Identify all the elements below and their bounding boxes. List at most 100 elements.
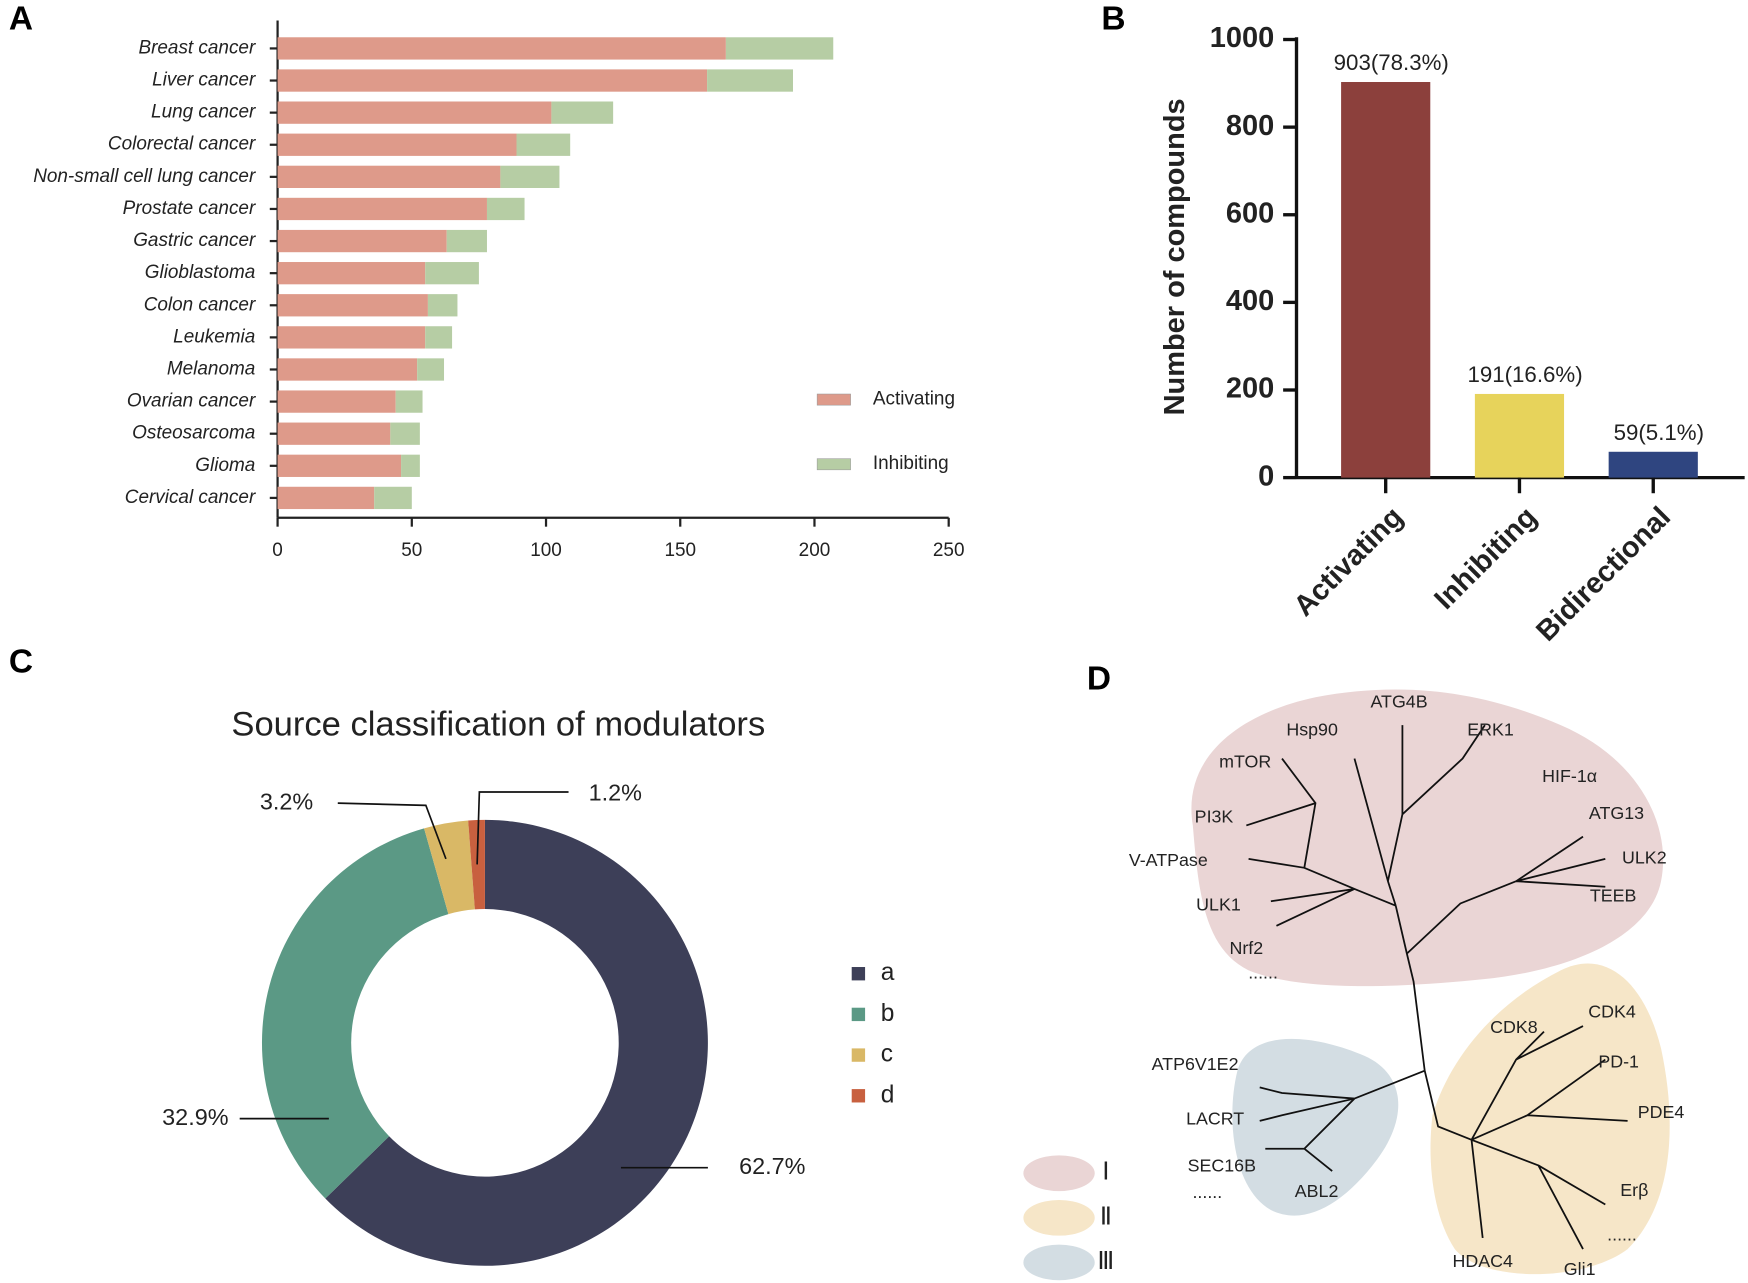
node-label: Hsp90	[1286, 719, 1338, 739]
donut-segment	[325, 819, 708, 1266]
cluster-area	[1430, 963, 1670, 1275]
legend-swatch	[1023, 1155, 1095, 1192]
y-tick-label: Colorectal cancer	[108, 134, 256, 155]
bar-segment	[486, 197, 525, 221]
bar-segment	[417, 358, 445, 381]
legend-label: Ⅱ	[1100, 1203, 1112, 1230]
bar-segment	[277, 165, 501, 189]
node-label: CDK8	[1490, 1017, 1538, 1037]
bar-segment	[277, 390, 396, 413]
leader-line	[337, 802, 447, 860]
value-label: 59(5.1%)	[1614, 420, 1704, 445]
bar-segment	[277, 358, 418, 381]
bar-segment	[725, 37, 834, 60]
panel-label: C	[9, 644, 33, 681]
y-tick-label: 0	[1258, 460, 1274, 492]
y-tick-label: Melanoma	[167, 358, 255, 379]
node-label: ABL2	[1295, 1181, 1339, 1201]
bar	[1608, 451, 1698, 478]
node-label: ......	[1192, 1182, 1222, 1202]
y-tick-label: Gastric cancer	[133, 230, 256, 251]
node-label: CDK4	[1588, 1001, 1636, 1021]
y-tick-label: 200	[1226, 373, 1274, 405]
node-label: ATP6V1E2	[1152, 1054, 1239, 1074]
legend-label: Ⅰ	[1102, 1159, 1109, 1186]
bar-segment	[277, 326, 426, 349]
bar-segment	[277, 133, 517, 156]
node-label: ULK1	[1196, 894, 1241, 914]
node-label: V-ATPase	[1129, 850, 1208, 870]
y-tick-label: 400	[1226, 285, 1274, 317]
value-label: 32.9%	[162, 1104, 228, 1130]
x-tick-label: 200	[799, 540, 831, 561]
y-tick-label: 800	[1226, 110, 1274, 142]
node-label: Nrf2	[1229, 938, 1263, 958]
y-tick-label: Liver cancer	[152, 70, 256, 91]
bar-segment	[401, 454, 420, 477]
x-tick-label: 150	[664, 540, 696, 561]
node-label: ERK1	[1467, 719, 1514, 739]
value-label: 903(78.3%)	[1334, 50, 1449, 75]
bar-segment	[374, 486, 412, 510]
bar-segment	[277, 101, 552, 124]
bar-segment	[277, 69, 708, 92]
panel-label: D	[1087, 660, 1111, 697]
y-tick-label: Leukemia	[173, 326, 255, 347]
cluster-area	[1191, 689, 1664, 987]
x-tick-label: 100	[530, 540, 562, 561]
y-tick-label: Ovarian cancer	[127, 391, 256, 412]
node-label: ATG4B	[1370, 692, 1427, 712]
donut-segment	[261, 828, 449, 1199]
bar-segment	[277, 229, 447, 253]
leader-line	[476, 791, 569, 865]
legend-label: Ⅲ	[1097, 1248, 1114, 1275]
y-tick-label: Breast cancer	[138, 37, 256, 58]
donut-segment	[468, 819, 485, 910]
x-tick-label: 0	[272, 540, 283, 561]
x-tick-label: 50	[401, 540, 422, 561]
node-label: PD-1	[1598, 1052, 1639, 1072]
bar-segment	[277, 454, 402, 477]
bar-segment	[516, 133, 571, 156]
x-tick-label: Bidirectional	[1530, 501, 1677, 648]
legend-label: a	[881, 959, 895, 986]
legend-swatch	[851, 967, 866, 981]
bar-segment	[277, 422, 391, 445]
bar-segment	[395, 390, 423, 413]
node-label: ......	[1248, 962, 1278, 982]
legend-label: d	[881, 1081, 895, 1108]
y-tick-label: Prostate cancer	[123, 198, 256, 219]
y-tick-label: Glioma	[195, 455, 255, 476]
y-tick-label: 1000	[1210, 22, 1274, 54]
node-label: ATG13	[1589, 803, 1644, 823]
legend-label: Inhibiting	[873, 453, 949, 474]
node-label: Erβ	[1620, 1180, 1648, 1200]
legend-swatch	[1023, 1200, 1095, 1236]
legend-swatch	[851, 1048, 866, 1062]
bar-segment	[277, 262, 426, 285]
legend-swatch	[851, 1007, 866, 1022]
bar-segment	[427, 294, 458, 317]
bar-segment	[277, 486, 375, 510]
legend-swatch	[816, 458, 851, 471]
node-label: PI3K	[1195, 806, 1234, 826]
bar-segment	[707, 69, 793, 92]
tree-shapes	[1191, 689, 1670, 1275]
legend-label: b	[881, 1000, 895, 1027]
node-label: mTOR	[1219, 752, 1271, 772]
y-tick-label: Colon cancer	[144, 294, 256, 315]
value-label: 191(16.6%)	[1467, 362, 1582, 387]
value-label: 62.7%	[739, 1153, 805, 1179]
node-label: LACRT	[1186, 1108, 1244, 1128]
bar-segment	[551, 101, 614, 124]
donut-segment	[424, 820, 475, 915]
y-axis-label: Number of compounds	[1159, 98, 1191, 415]
node-label: ULK2	[1622, 848, 1667, 868]
bar	[1341, 82, 1431, 478]
bar-segment	[277, 294, 428, 317]
node-label: HIF-1α	[1542, 766, 1597, 786]
bar-segment	[425, 326, 453, 349]
node-label: HDAC4	[1452, 1251, 1513, 1271]
y-tick-label: Osteosarcoma	[132, 423, 255, 444]
